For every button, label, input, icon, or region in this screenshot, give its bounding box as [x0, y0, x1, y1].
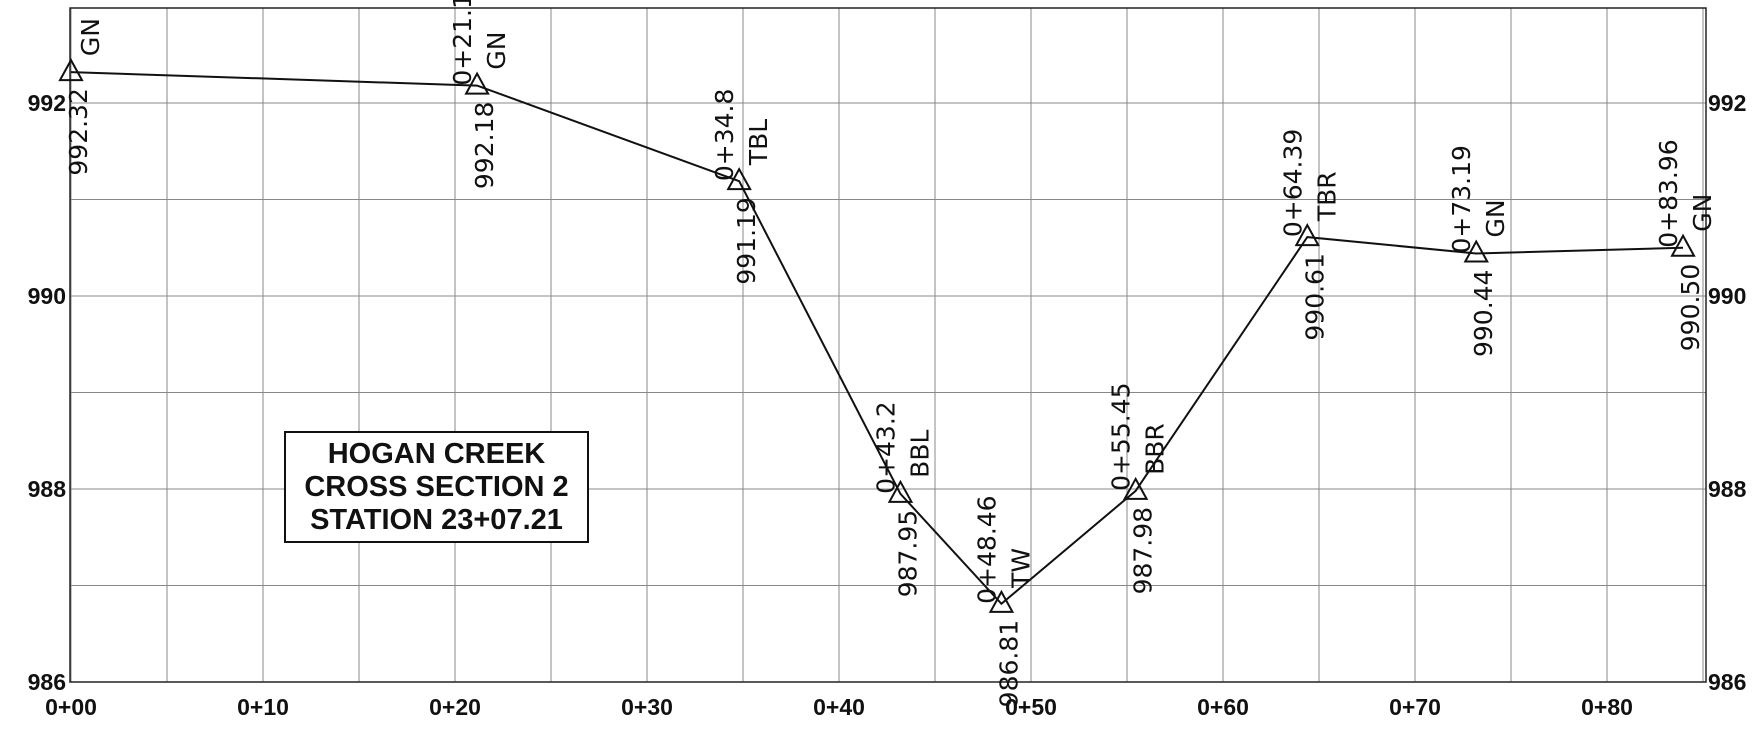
y-tick-label-right: 992	[1708, 90, 1746, 116]
station-label: 0+64.39	[1278, 129, 1307, 237]
x-tick-label: 0+30	[621, 694, 673, 720]
y-tick-label-left: 992	[28, 90, 66, 116]
x-tick-label: 0+50	[1005, 694, 1057, 720]
station-label: 0+34.8	[710, 89, 739, 182]
y-tick-label-left: 990	[28, 283, 66, 309]
feature-code-label: GN	[482, 32, 511, 70]
feature-code-label: BBL	[905, 430, 934, 478]
triangle-marker	[1294, 223, 1320, 247]
x-tick-label: 0+20	[429, 694, 481, 720]
y-tick-label-right: 988	[1708, 476, 1747, 502]
elevation-label: 987.95	[893, 510, 922, 597]
grid	[69, 7, 1707, 683]
elevation-label: 992.18	[470, 102, 499, 189]
triangle-marker	[1122, 476, 1149, 500]
x-tick-label: 0+80	[1581, 694, 1633, 720]
triangle-marker	[1463, 239, 1489, 263]
y-tick-label-right: 986	[1708, 669, 1746, 695]
triangle-marker	[1670, 233, 1696, 257]
feature-code-label: GN	[1481, 199, 1510, 237]
x-tick-label: 0+40	[813, 694, 865, 720]
axis-tick-labels: 0+00 0+10 0+20 0+30 0+40 0+50 0+60 0+70 0+80 986 9…	[28, 90, 1747, 720]
feature-code-label: BBR	[1141, 423, 1170, 475]
elevation-label: 990.50	[1676, 264, 1705, 351]
y-tick-label-left: 986	[28, 669, 66, 695]
station-label: 0+21.15	[448, 0, 477, 86]
x-tick-label: 0+70	[1389, 694, 1441, 720]
feature-code-label: GN	[76, 18, 105, 56]
station-label: 0+55.45	[1107, 382, 1136, 490]
elevation-label: 992.32	[64, 88, 93, 175]
y-tick-label-right: 990	[1708, 283, 1746, 309]
elevation-label: 990.44	[1469, 270, 1498, 357]
feature-code-label: TBL	[744, 119, 773, 166]
survey-point-markers	[58, 58, 1696, 613]
station-label: 0+73.19	[1447, 145, 1476, 253]
elevation-label: 987.98	[1129, 507, 1158, 594]
feature-code-label: GN	[1688, 194, 1717, 232]
feature-code-label: TW	[1006, 548, 1035, 589]
triangle-marker	[887, 479, 914, 503]
title-line-1: HOGAN CREEK	[327, 437, 546, 470]
station-label: 0+43.2	[871, 401, 900, 494]
triangle-marker	[726, 167, 752, 191]
profile-line	[70, 71, 1684, 606]
survey-point-labels: 992.32GN992.18GN0+21.15991.19TBL0+34.898…	[64, 0, 1717, 707]
profile-line-layer	[70, 71, 1684, 606]
feature-code-label: TBR	[1312, 171, 1341, 222]
elevation-label: 986.81	[994, 620, 1023, 707]
station-label: 0+48.46	[972, 495, 1001, 603]
elevation-label: 991.19	[732, 197, 761, 284]
triangle-marker	[58, 58, 84, 82]
chart-title-box: HOGAN CREEK CROSS SECTION 2 STATION 23+0…	[284, 431, 589, 543]
elevation-label: 990.61	[1300, 253, 1329, 340]
x-tick-label: 0+10	[237, 694, 289, 720]
title-line-2: CROSS SECTION 2	[304, 470, 569, 503]
plot-frame	[69, 7, 1707, 683]
triangle-marker	[988, 589, 1015, 613]
x-tick-label: 0+60	[1197, 694, 1249, 720]
station-label: 0+83.96	[1654, 139, 1683, 247]
triangle-marker	[464, 71, 490, 95]
y-tick-label-left: 988	[28, 476, 67, 502]
title-line-3: STATION 23+07.21	[310, 503, 563, 536]
x-tick-label: 0+00	[45, 694, 97, 720]
